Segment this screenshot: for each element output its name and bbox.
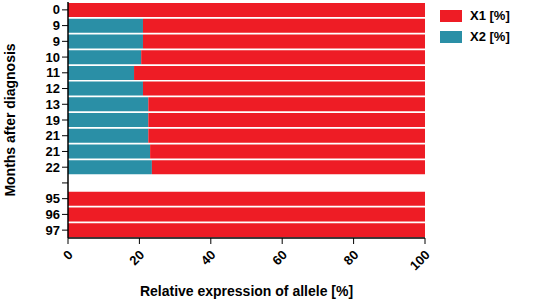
svg-text:9: 9 [53,18,60,33]
svg-text:12: 12 [46,81,60,96]
svg-text:0: 0 [53,2,60,17]
html-text:X2 [%]: X2 [%] [470,29,510,44]
svg-text:96: 96 [46,207,60,222]
html-text:X1 [%]: X1 [%] [470,8,510,23]
svg-text:97: 97 [46,223,60,238]
svg-text:22: 22 [46,160,60,175]
svg-text:60: 60 [269,247,290,268]
svg-text:20: 20 [126,247,147,268]
svg-text:11: 11 [46,65,60,80]
svg-text:40: 40 [198,247,219,268]
svg-text:13: 13 [46,97,60,112]
svg-text:100: 100 [407,247,433,273]
svg-text:Relative expression of allele: Relative expression of allele [%] [140,283,353,299]
svg-text:0: 0 [60,247,76,263]
svg-text:21: 21 [46,144,60,159]
svg-text:10: 10 [46,50,60,65]
svg-text:95: 95 [46,191,60,206]
svg-text:21: 21 [46,128,60,143]
svg-text:Months after diagnosis: Months after diagnosis [8,43,18,196]
svg-text:9: 9 [53,34,60,49]
svg-text:19: 19 [46,113,60,128]
svg-text:80: 80 [341,247,362,268]
